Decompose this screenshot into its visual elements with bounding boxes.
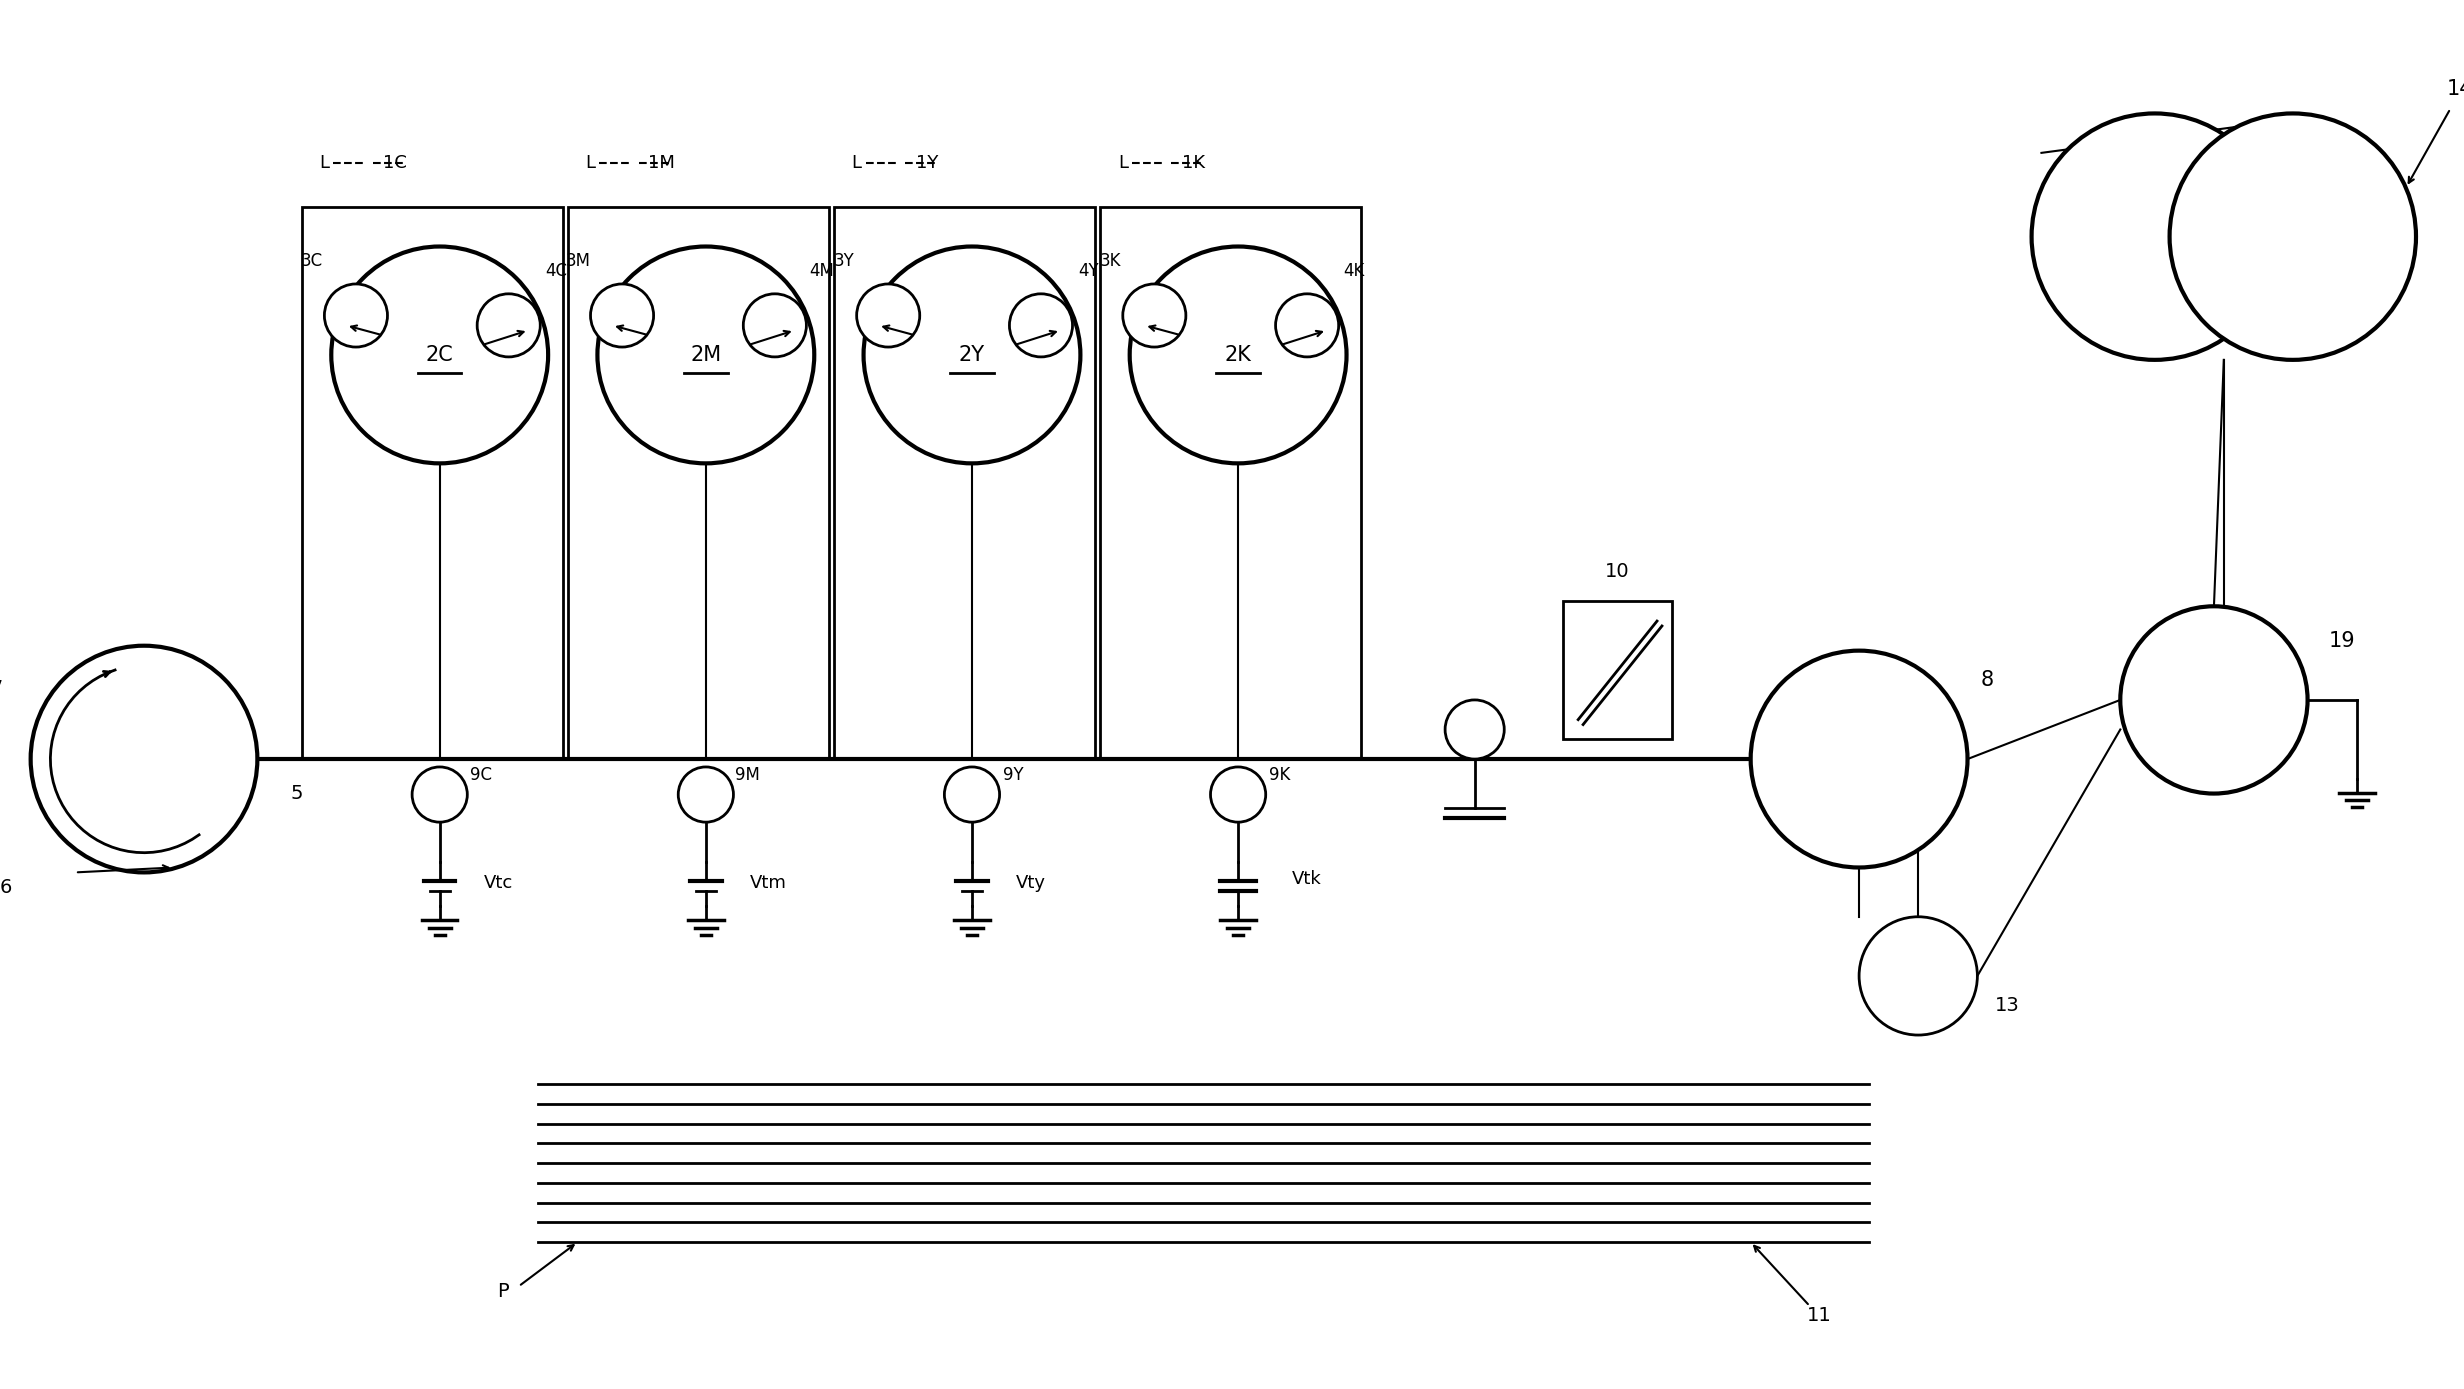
Circle shape (325, 283, 387, 347)
Circle shape (1124, 283, 1185, 347)
Text: 1K: 1K (1183, 154, 1205, 172)
Text: 4M: 4M (811, 263, 835, 281)
Circle shape (2033, 114, 2279, 360)
Text: L: L (586, 154, 596, 172)
Text: 3K: 3K (1099, 253, 1121, 271)
Circle shape (678, 767, 734, 822)
Text: 11: 11 (1806, 1307, 1833, 1325)
Circle shape (330, 246, 547, 464)
Circle shape (744, 294, 806, 357)
Text: 4Y: 4Y (1077, 263, 1099, 281)
Text: 2C: 2C (426, 344, 453, 365)
Circle shape (1010, 294, 1072, 357)
Text: 2K: 2K (1225, 344, 1252, 365)
Bar (567, 207, 828, 758)
Text: 7: 7 (0, 681, 2, 700)
Text: L: L (320, 154, 330, 172)
Circle shape (2122, 606, 2309, 793)
Text: 3C: 3C (301, 253, 323, 271)
Text: 5: 5 (291, 783, 303, 803)
Text: 4K: 4K (1343, 263, 1365, 281)
Circle shape (1860, 917, 1979, 1035)
Circle shape (411, 767, 468, 822)
Text: 19: 19 (2328, 631, 2356, 651)
Circle shape (1129, 246, 1345, 464)
Circle shape (2171, 114, 2417, 360)
Circle shape (596, 246, 813, 464)
Circle shape (478, 294, 540, 357)
Text: 9M: 9M (734, 765, 759, 783)
Text: Vtm: Vtm (749, 874, 786, 892)
Text: 13: 13 (1993, 996, 2020, 1015)
Text: 2M: 2M (690, 344, 722, 365)
Text: 1M: 1M (648, 154, 675, 172)
Text: L: L (1119, 154, 1129, 172)
Text: 8: 8 (1981, 671, 1993, 690)
Circle shape (1276, 294, 1338, 357)
Circle shape (30, 646, 256, 872)
Circle shape (591, 283, 653, 347)
Bar (1562, 601, 1671, 739)
Circle shape (1444, 700, 1503, 758)
Text: 3M: 3M (564, 253, 591, 271)
Text: P: P (498, 1282, 508, 1301)
Circle shape (944, 767, 1000, 822)
Text: Vtc: Vtc (483, 874, 513, 892)
Text: 9C: 9C (471, 765, 493, 783)
Text: 1C: 1C (384, 154, 407, 172)
Text: 9Y: 9Y (1003, 765, 1023, 783)
Bar (833, 207, 1094, 758)
Circle shape (1749, 650, 1969, 868)
Text: 10: 10 (1604, 563, 1629, 581)
Circle shape (1210, 767, 1266, 822)
Text: 2Y: 2Y (958, 344, 986, 365)
Text: 14: 14 (2447, 79, 2464, 99)
Bar (301, 207, 562, 758)
Text: 4C: 4C (545, 263, 567, 281)
Text: 6: 6 (0, 878, 12, 897)
Text: 9K: 9K (1269, 765, 1291, 783)
Text: 1Y: 1Y (917, 154, 939, 172)
Circle shape (862, 246, 1079, 464)
Text: Vtk: Vtk (1291, 871, 1323, 889)
Bar (1099, 207, 1360, 758)
Circle shape (857, 283, 919, 347)
Text: L: L (853, 154, 862, 172)
Text: Vty: Vty (1015, 874, 1047, 892)
Text: 3Y: 3Y (833, 253, 855, 271)
